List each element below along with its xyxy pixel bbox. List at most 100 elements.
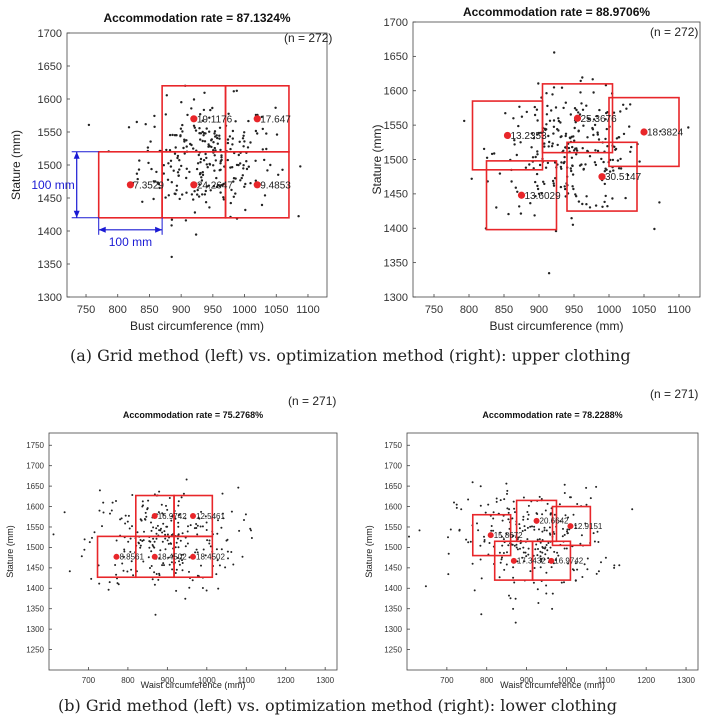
scatter-point xyxy=(527,504,530,507)
scatter-point xyxy=(232,180,235,183)
scatter-point xyxy=(254,179,257,182)
y-tick-label: 1400 xyxy=(384,584,402,593)
scatter-point xyxy=(529,525,532,528)
scatter-point xyxy=(219,191,222,194)
scatter-point xyxy=(192,147,195,150)
x-tick-label: 800 xyxy=(109,304,127,316)
scatter-point xyxy=(525,555,528,558)
y-tick-label: 1700 xyxy=(384,461,402,470)
size-center-4 xyxy=(510,557,517,564)
scatter-point xyxy=(217,519,219,522)
scatter-point xyxy=(579,79,582,83)
scatter-point xyxy=(603,182,606,186)
size-rate-label: 7.3529 xyxy=(133,180,164,191)
scatter-point xyxy=(544,546,547,549)
scatter-point xyxy=(594,163,598,167)
scatter-point xyxy=(130,560,133,563)
scatter-point xyxy=(505,482,508,485)
scatter-point xyxy=(613,145,616,148)
scatter-point xyxy=(506,492,508,495)
scatter-point xyxy=(572,513,575,516)
scatter-point xyxy=(107,588,110,591)
scatter-point xyxy=(619,157,622,161)
scatter-point xyxy=(160,527,162,530)
scatter-point xyxy=(560,135,563,138)
scatter-point xyxy=(120,517,123,520)
scatter-point xyxy=(687,126,690,129)
scatter-point xyxy=(102,511,105,514)
size-center-2 xyxy=(533,517,540,524)
scatter-point xyxy=(226,158,229,162)
size-center-4 xyxy=(190,181,198,189)
scatter-point xyxy=(175,568,178,571)
scatter-point xyxy=(586,557,589,560)
scatter-point xyxy=(604,137,607,141)
x-tick-label: 1000 xyxy=(198,676,216,685)
scatter-point xyxy=(230,551,233,553)
scatter-point xyxy=(141,505,144,508)
size-center-1 xyxy=(503,131,512,140)
scatter-point xyxy=(539,131,543,134)
scatter-point xyxy=(231,137,234,140)
scatter-point xyxy=(552,86,556,89)
scatter-point xyxy=(518,205,521,208)
scatter-point xyxy=(545,592,548,595)
scatter-point xyxy=(194,129,198,132)
scatter-point xyxy=(577,111,580,114)
scatter-point xyxy=(158,572,161,575)
scatter-point xyxy=(156,181,160,184)
scatter-point xyxy=(582,124,585,127)
scatter-point xyxy=(202,108,206,112)
scatter-point xyxy=(418,529,421,532)
scatter-point xyxy=(559,165,563,169)
y-tick-label: 1400 xyxy=(38,226,62,238)
x-tick-label: 900 xyxy=(172,304,190,316)
scatter-point xyxy=(563,492,566,494)
scatter-point xyxy=(554,106,558,109)
scatter-point xyxy=(174,146,177,149)
scatter-point xyxy=(196,162,200,165)
scatter-point xyxy=(232,195,235,198)
scatter-point xyxy=(153,583,156,586)
scatter-point xyxy=(116,582,119,585)
scatter-point xyxy=(537,192,541,195)
scatter-point xyxy=(137,541,140,544)
x-tick-label: 1100 xyxy=(598,676,616,685)
scatter-point xyxy=(533,113,537,117)
scatter-point xyxy=(218,137,221,140)
scatter-point xyxy=(534,155,537,159)
scatter-point xyxy=(110,509,113,512)
scatter-point xyxy=(174,192,177,196)
scatter-point xyxy=(205,156,208,160)
y-tick-label: 1350 xyxy=(38,259,62,271)
scatter-point xyxy=(563,160,566,164)
scatter-point xyxy=(570,169,573,173)
scatter-point xyxy=(122,569,125,572)
scatter-point xyxy=(144,511,147,514)
scatter-point xyxy=(543,526,546,529)
scatter-point xyxy=(196,533,199,536)
x-tick-label: 900 xyxy=(161,676,175,685)
scatter-point xyxy=(168,133,172,137)
scatter-point xyxy=(611,197,614,200)
scatter-point xyxy=(545,584,548,587)
scatter-point xyxy=(527,513,530,516)
scatter-point xyxy=(247,119,250,123)
plot-frame xyxy=(66,32,328,298)
scatter-point xyxy=(213,130,217,133)
scatter-point xyxy=(200,510,203,513)
scatter-point xyxy=(243,131,246,134)
size-center-1 xyxy=(487,532,494,539)
scatter-point xyxy=(537,548,539,550)
scatter-point xyxy=(165,148,168,152)
scatter-point xyxy=(216,136,219,140)
scatter-point xyxy=(548,526,551,529)
scatter-point xyxy=(576,568,579,571)
scatter-point xyxy=(533,567,536,569)
scatter-point xyxy=(571,568,574,571)
scatter-point xyxy=(470,177,473,180)
scatter-point xyxy=(559,185,563,189)
scatter-point xyxy=(220,154,223,157)
scatter-point xyxy=(533,528,536,531)
scatter-point xyxy=(210,145,213,149)
